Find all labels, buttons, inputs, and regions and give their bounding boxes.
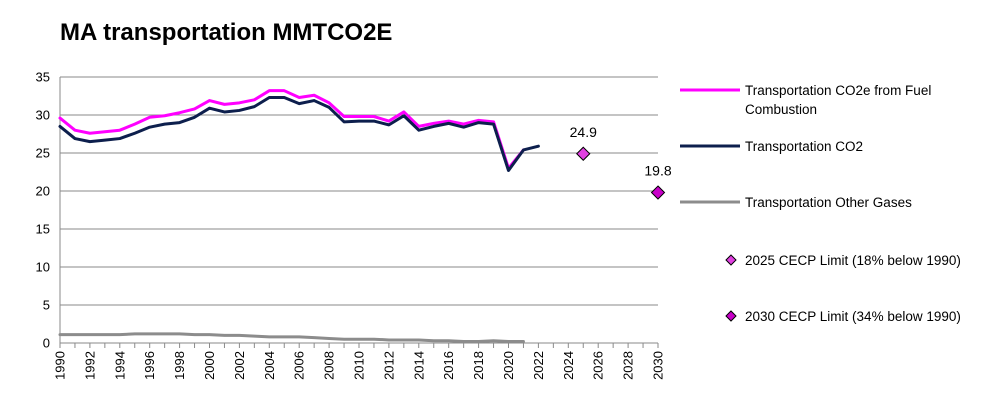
x-tick-label-2012: 2012: [381, 351, 396, 380]
x-tick-label-2014: 2014: [411, 351, 426, 380]
series-line-transportation-co2e-from-fuel-combustion: [58, 89, 525, 170]
y-tick-label-25: 25: [36, 146, 50, 161]
x-tick-label-2026: 2026: [591, 351, 606, 380]
x-tick-label-2022: 2022: [531, 351, 546, 380]
x-tick-label-2008: 2008: [322, 351, 337, 380]
x-tick-labels: 1990 1992 1994 1996 1998 2000 2002 2004 2006 2008…: [53, 351, 666, 380]
series-line-transportation-other-gases: [58, 332, 525, 343]
data-label-2030-cecp-limit-34-below-1990: 19.8: [644, 163, 671, 179]
y-tick-label-15: 15: [36, 222, 50, 237]
legend-swatch-2030-cecp-limit-34-below-1990: [725, 310, 737, 322]
marker-2025-cecp-limit-18-below-1990: [576, 146, 591, 161]
x-tick-label-2030: 2030: [651, 351, 666, 380]
grid-lines: [60, 76, 658, 306]
y-tick-label-10: 10: [36, 260, 50, 275]
x-tick-label-1996: 1996: [142, 351, 157, 380]
x-tick-label-1992: 1992: [82, 351, 97, 380]
x-tick-label-2000: 2000: [202, 351, 217, 380]
x-tick-label-2006: 2006: [292, 351, 307, 380]
limit-markers: 24.9 19.8: [570, 124, 672, 200]
y-tick-label-5: 5: [43, 298, 50, 313]
legend-item-transportation-co2e-from-fuel-combustion: Transportation CO2e from Fuel Combustion: [680, 83, 931, 117]
legend-label-transportation-co2e-from-fuel-combustion-line-1: Transportation CO2e from Fuel: [745, 83, 931, 98]
y-tick-labels: 0 5 10 15 20 25 30 35: [36, 70, 50, 351]
chart-title: MA transportation MMTCO2E: [60, 19, 392, 46]
legend-item-transportation-co2: Transportation CO2: [680, 139, 863, 154]
legend-item-2030-cecp-limit-34-below-1990: 2030 CECP Limit (34% below 1990): [725, 309, 961, 324]
x-tick-label-2002: 2002: [232, 351, 247, 380]
data-label-2025-cecp-limit-18-below-1990: 24.9: [570, 124, 597, 140]
legend-item-2025-cecp-limit-18-below-1990: 2025 CECP Limit (18% below 1990): [725, 253, 961, 268]
legend-item-transportation-other-gases: Transportation Other Gases: [680, 195, 912, 210]
x-tick-label-2024: 2024: [561, 351, 576, 380]
legend-label-2030-cecp-limit-34-below-1990: 2030 CECP Limit (34% below 1990): [745, 309, 961, 324]
legend-swatch-2025-cecp-limit-18-below-1990: [725, 254, 737, 266]
y-tick-label-30: 30: [36, 108, 50, 123]
x-tick-label-2016: 2016: [441, 351, 456, 380]
legend-label-transportation-other-gases: Transportation Other Gases: [745, 195, 912, 210]
y-tick-label-20: 20: [36, 184, 50, 199]
y-tick-label-0: 0: [43, 336, 50, 351]
legend: Transportation CO2e from FuelCombustionT…: [680, 83, 961, 324]
x-tick-label-1994: 1994: [112, 351, 127, 380]
legend-label-transportation-co2e-from-fuel-combustion-line-2: Combustion: [745, 102, 817, 117]
x-tick-label-2018: 2018: [471, 351, 486, 380]
x-tick-label-2004: 2004: [262, 351, 277, 380]
y-tick-label-35: 35: [36, 70, 50, 85]
series-line-transportation-co2: [58, 96, 540, 172]
axes: [59, 77, 659, 348]
x-tick-label-1990: 1990: [53, 351, 68, 380]
legend-label-2025-cecp-limit-18-below-1990: 2025 CECP Limit (18% below 1990): [745, 253, 961, 268]
legend-label-transportation-co2: Transportation CO2: [745, 139, 863, 154]
x-tick-label-2020: 2020: [501, 351, 516, 380]
marker-2030-cecp-limit-34-below-1990: [650, 185, 666, 200]
x-tick-label-2010: 2010: [352, 351, 367, 380]
series-lines: [58, 89, 540, 343]
x-tick-label-2028: 2028: [621, 351, 636, 380]
x-tick-label-1998: 1998: [172, 351, 187, 380]
